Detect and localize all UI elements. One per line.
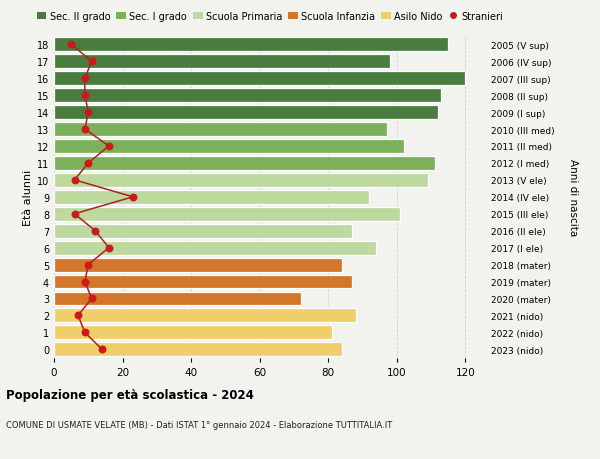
Point [70,177,79,184]
Point [104,245,113,252]
Bar [54,292,301,306]
Bar [54,342,342,357]
Bar [54,89,442,103]
Point [80,278,89,285]
Bar [54,55,390,69]
Point [83,261,93,269]
Point [97,346,107,353]
Bar [54,106,438,120]
Bar [54,326,332,340]
Point [80,75,89,83]
Point [128,194,137,201]
Bar [54,140,404,154]
Point [70,211,79,218]
Point [80,92,89,100]
Bar [54,275,352,289]
Point [87,58,97,66]
Text: Popolazione per età scolastica - 2024: Popolazione per età scolastica - 2024 [6,388,254,401]
Bar [54,123,386,137]
Bar [54,258,342,272]
Point [104,143,113,150]
Bar [54,241,376,255]
Point [80,329,89,336]
Bar [54,157,434,170]
Bar [54,224,352,238]
Bar [54,174,428,187]
Bar [54,190,370,204]
Bar [54,72,466,86]
Point [67,41,76,49]
Bar [54,38,448,52]
Bar [54,309,356,323]
Text: COMUNE DI USMATE VELATE (MB) - Dati ISTAT 1° gennaio 2024 - Elaborazione TUTTITA: COMUNE DI USMATE VELATE (MB) - Dati ISTA… [6,420,392,429]
Legend: Sec. II grado, Sec. I grado, Scuola Primaria, Scuola Infanzia, Asilo Nido, Stran: Sec. II grado, Sec. I grado, Scuola Prim… [37,12,503,22]
Point [80,126,89,134]
Y-axis label: Anni di nascita: Anni di nascita [568,159,578,236]
Bar [54,207,400,221]
Point [91,228,100,235]
Point [73,312,83,319]
Y-axis label: Età alunni: Età alunni [23,169,32,225]
Point [87,295,97,302]
Point [83,109,93,117]
Point [83,160,93,167]
